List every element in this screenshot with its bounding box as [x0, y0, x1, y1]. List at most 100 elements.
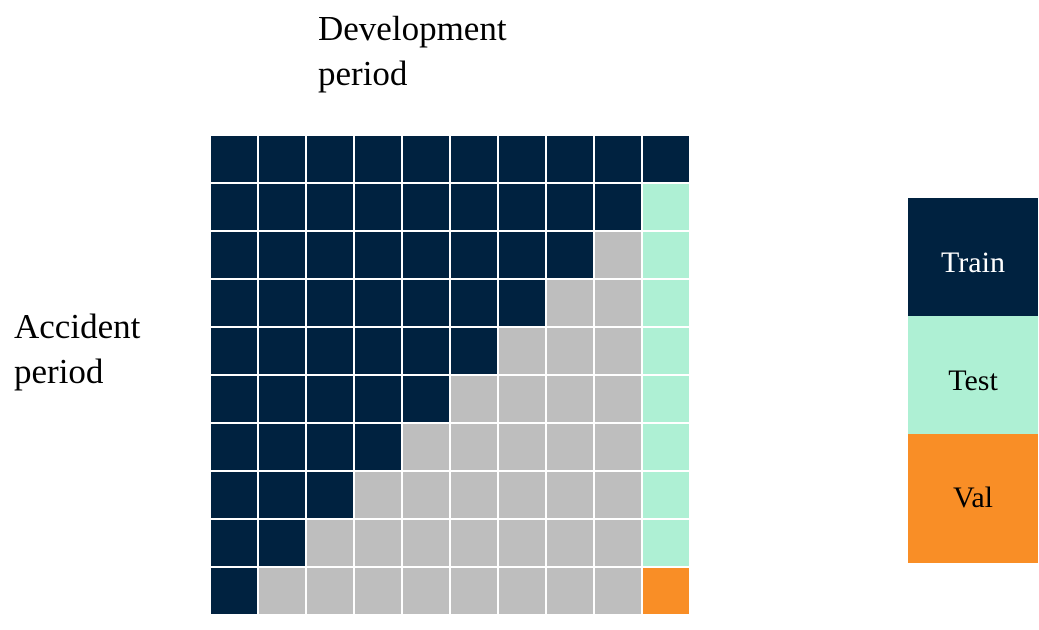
grid-cell [305, 470, 355, 520]
grid-cell [497, 230, 547, 280]
grid-cell [545, 134, 595, 184]
grid-cell [209, 422, 259, 472]
grid-cell [497, 470, 547, 520]
grid-cell [593, 374, 643, 424]
grid-cell [353, 326, 403, 376]
grid-cell [209, 518, 259, 568]
grid-cell [257, 470, 307, 520]
grid-cell [545, 470, 595, 520]
grid-cell [449, 134, 499, 184]
grid-cell [305, 374, 355, 424]
grid-cell [305, 134, 355, 184]
grid-cell [257, 326, 307, 376]
grid-cell [257, 230, 307, 280]
grid-cell [449, 230, 499, 280]
grid-cell [209, 182, 259, 232]
grid-cell [449, 470, 499, 520]
grid-cell [401, 278, 451, 328]
grid-cell [353, 470, 403, 520]
grid-cell [641, 134, 691, 184]
grid-cell [641, 182, 691, 232]
triangle-grid [209, 134, 691, 616]
grid-cell [209, 230, 259, 280]
grid-cell [401, 134, 451, 184]
column-label: period [318, 54, 408, 93]
grid-cell [449, 182, 499, 232]
grid-cell [641, 326, 691, 376]
grid-cell [257, 134, 307, 184]
grid-cell [545, 566, 595, 616]
grid-cell [641, 470, 691, 520]
grid-cell [353, 518, 403, 568]
grid-cell [401, 326, 451, 376]
grid-cell [449, 518, 499, 568]
grid-cell [257, 518, 307, 568]
grid-cell [353, 566, 403, 616]
grid-cell [305, 566, 355, 616]
grid-cell [209, 374, 259, 424]
grid-cell [449, 422, 499, 472]
grid-cell [257, 278, 307, 328]
grid-cell [593, 518, 643, 568]
grid-cell [209, 326, 259, 376]
grid-cell [305, 422, 355, 472]
legend-label: Test [948, 364, 998, 397]
grid-cell [497, 518, 547, 568]
grid-cell [449, 278, 499, 328]
grid-cell [545, 278, 595, 328]
grid-cell [257, 566, 307, 616]
legend-label: Train [941, 246, 1005, 279]
grid-cell [545, 182, 595, 232]
grid-cell [305, 518, 355, 568]
column-label: Development [318, 9, 507, 48]
grid-cell [209, 470, 259, 520]
grid-cell [497, 422, 547, 472]
grid-cell [641, 566, 691, 616]
grid-cell [209, 134, 259, 184]
grid-cell [305, 326, 355, 376]
grid-cell [545, 230, 595, 280]
grid-cell [353, 182, 403, 232]
grid-cell [545, 422, 595, 472]
grid-cell [593, 278, 643, 328]
grid-cell [593, 182, 643, 232]
legend-swatch [908, 434, 1038, 563]
grid-cell [353, 374, 403, 424]
grid-cell [641, 374, 691, 424]
grid-cell [593, 134, 643, 184]
legend-label: Val [953, 481, 993, 514]
grid-cell [353, 230, 403, 280]
grid-cell [401, 374, 451, 424]
grid-cell [449, 326, 499, 376]
grid-cell [353, 278, 403, 328]
grid-cell [497, 278, 547, 328]
grid-cell [305, 278, 355, 328]
grid-cell [497, 374, 547, 424]
grid-cell [401, 566, 451, 616]
grid-cell [257, 182, 307, 232]
grid-cell [641, 230, 691, 280]
grid-cell [257, 422, 307, 472]
grid-cell [497, 326, 547, 376]
grid-cell [545, 326, 595, 376]
grid-cell [401, 470, 451, 520]
row-label: period [14, 352, 104, 391]
legend: Train Test Val [908, 198, 1038, 563]
grid-cell [449, 566, 499, 616]
grid-cell [449, 374, 499, 424]
grid-cell [545, 374, 595, 424]
grid-cell [209, 278, 259, 328]
grid-cell [305, 182, 355, 232]
grid-cell [497, 134, 547, 184]
grid-cell [593, 566, 643, 616]
row-label: Accident [14, 307, 141, 346]
grid-cell [497, 566, 547, 616]
grid-cell [593, 230, 643, 280]
grid-cell [593, 326, 643, 376]
grid-cell [353, 422, 403, 472]
grid-cell [497, 182, 547, 232]
grid-cell [401, 422, 451, 472]
grid-cell [593, 470, 643, 520]
